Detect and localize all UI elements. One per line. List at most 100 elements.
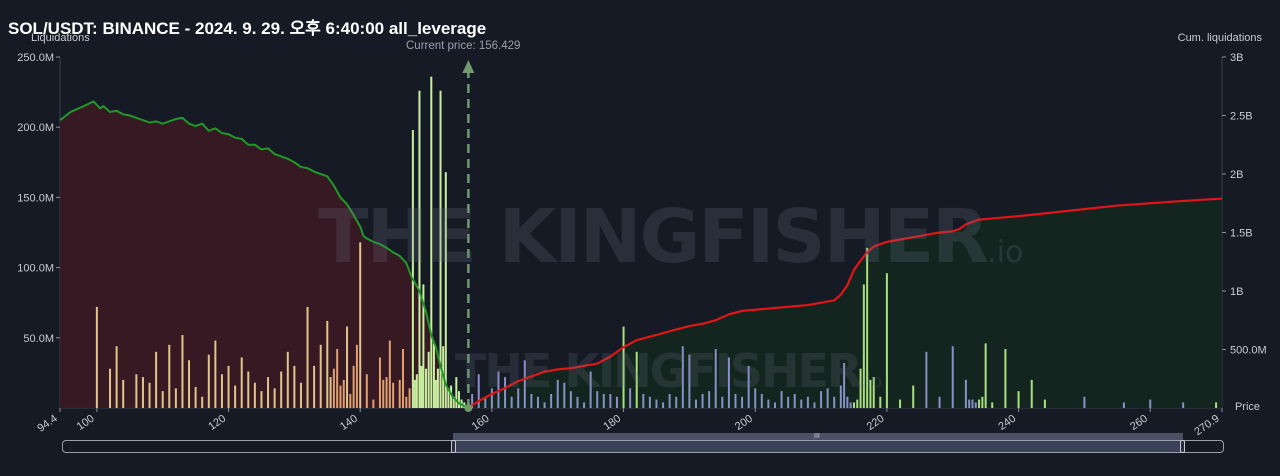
liquidation-bar [346, 326, 349, 408]
liquidation-bar [342, 379, 345, 408]
liquidation-bar [968, 399, 971, 408]
x-tick-label: 94.4 [35, 413, 59, 435]
liquidation-bar [813, 402, 816, 408]
liquidation-bar [434, 379, 437, 408]
liquidation-bar [115, 346, 118, 408]
cum-long-line [59, 100, 469, 409]
liquidation-bar [425, 368, 428, 408]
current-price-arrow [462, 60, 475, 73]
liquidation-bar [747, 365, 750, 408]
liquidation-bar [869, 379, 872, 408]
liquidation-bar [727, 357, 730, 408]
liquidation-bar [359, 242, 362, 408]
liquidation-bar [385, 377, 388, 408]
liquidation-bar [273, 388, 276, 408]
liquidation-bar [609, 393, 612, 408]
liquidation-bar [439, 90, 442, 409]
liquidation-bar [234, 385, 237, 408]
liquidation-bar [648, 396, 651, 408]
range-scrollbar-top[interactable] [453, 433, 1183, 440]
liquidation-bar [444, 172, 447, 408]
liquidation-bar [662, 402, 665, 408]
liquidation-bar [938, 396, 941, 408]
liquidation-bar [260, 391, 263, 408]
left-tick-label: 200.0M [17, 122, 54, 134]
liquidation-bar [642, 393, 645, 408]
liquidation-bar [168, 344, 171, 408]
liquidation-bar [319, 344, 322, 408]
liquidation-bar [951, 346, 954, 408]
liquidation-bar [392, 382, 395, 408]
x-tick-label: 200 [733, 413, 755, 433]
liquidation-bar [452, 396, 455, 408]
scrollbar-grip[interactable]: III [814, 433, 820, 440]
liquidation-bar [329, 377, 332, 408]
liquidation-bar [352, 365, 355, 408]
right-tick-label: 500.0M [1230, 345, 1267, 357]
liquidation-bar [355, 344, 358, 408]
liquidation-bar [332, 368, 335, 408]
liquidation-bar [484, 396, 487, 408]
liquidation-bar [510, 396, 513, 408]
liquidation-bar [339, 385, 342, 408]
liquidation-bar [336, 349, 339, 408]
x-axis-title: Price [1234, 401, 1260, 413]
liquidation-bar [408, 388, 411, 408]
liquidation-bar [530, 393, 533, 408]
liquidation-bar [615, 396, 618, 408]
liquidation-bar [964, 379, 967, 408]
liquidation-bar [1043, 399, 1046, 408]
liquidation-bar [675, 396, 678, 408]
liquidation-bar [596, 391, 599, 408]
x-tick-label: 180 [601, 413, 623, 433]
liquidation-bar [306, 306, 309, 408]
cum-short-area [468, 198, 1223, 408]
liquidation-bar [872, 377, 875, 408]
liquidation-bar [517, 388, 520, 408]
liquidation-bar [422, 284, 425, 408]
liquidation-bar [1149, 399, 1152, 408]
right-tick-label: 3B [1230, 52, 1243, 64]
liquidation-bar [455, 377, 458, 408]
liquidation-bar [420, 365, 423, 408]
liquidation-bar [767, 399, 770, 408]
liquidation-bar [148, 382, 151, 408]
liquidation-bar [899, 399, 902, 408]
liquidation-bar [754, 388, 757, 408]
right-axis-title: Cum. liquidations [1177, 32, 1262, 44]
liquidation-bar [694, 399, 697, 408]
liquidation-bar [141, 377, 144, 408]
liquidation-bar [974, 402, 977, 408]
cum-long-area [60, 101, 469, 409]
liquidation-bar [430, 76, 433, 408]
liquidation-bar [833, 396, 836, 408]
liquidation-bar [194, 386, 197, 408]
liquidation-bar [326, 320, 329, 408]
liquidation-bar [589, 371, 592, 408]
x-tick-label: 140 [338, 413, 360, 433]
left-axis-title: Liquidations [31, 32, 90, 44]
liquidation-bar [734, 393, 737, 408]
liquidation-bar [447, 388, 450, 408]
liquidation-bar [490, 388, 493, 408]
liquidation-bar [122, 379, 125, 408]
range-handle-left[interactable] [451, 440, 456, 453]
x-tick-label: 220 [865, 413, 887, 433]
liquidation-bar [912, 385, 915, 408]
right-tick-label: 1B [1230, 286, 1243, 298]
x-tick-label: 270.9 [1192, 413, 1221, 439]
liquidation-bar [622, 326, 625, 408]
liquidation-bar [787, 396, 790, 408]
liquidation-bar [1182, 402, 1185, 408]
liquidation-bar [1017, 391, 1020, 408]
x-tick-label: 160 [470, 413, 492, 433]
range-handle-right[interactable] [1180, 440, 1185, 453]
range-scrollbar-thumb[interactable] [453, 440, 1183, 453]
liquidation-bar [820, 391, 823, 408]
liquidation-bar [793, 393, 796, 408]
current-price-label: Current price: 156.429 [406, 40, 521, 52]
liquidation-bar [655, 399, 658, 408]
liquidation-bar [925, 351, 928, 408]
liquidation-bar [135, 374, 138, 408]
